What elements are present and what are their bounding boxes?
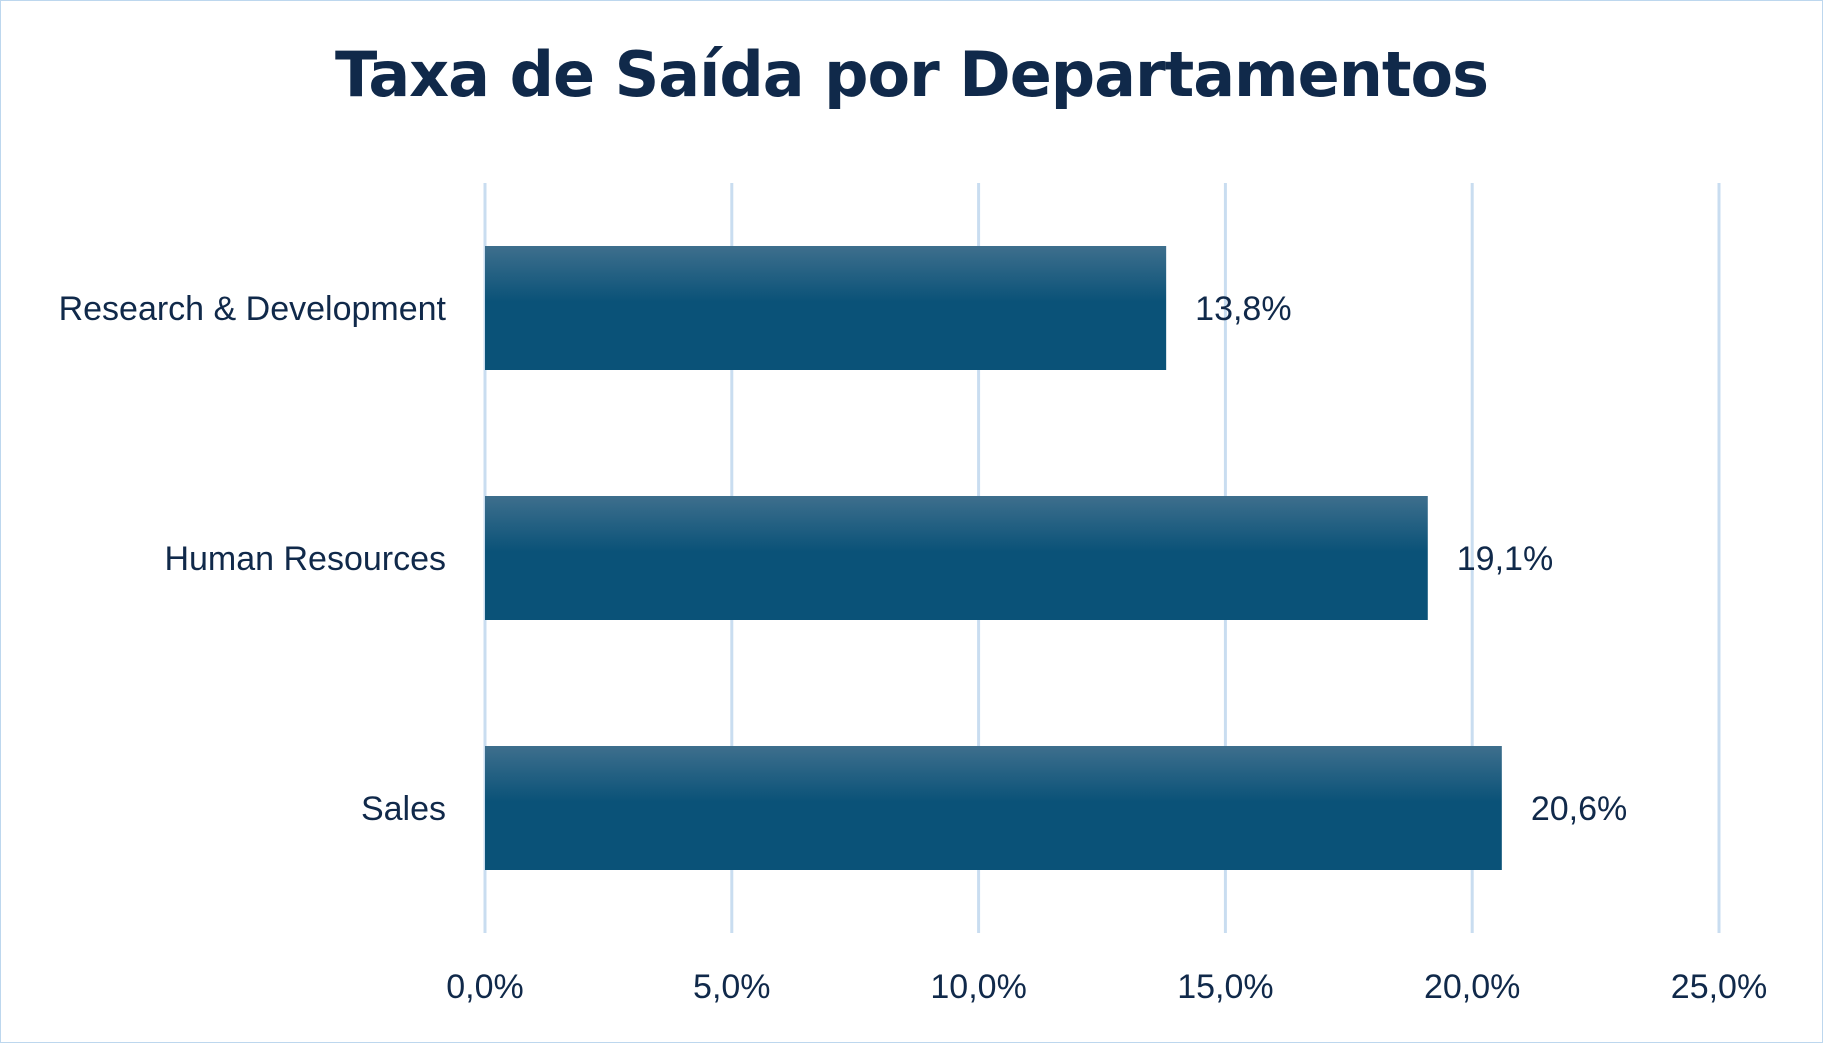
x-tick-label: 5,0% <box>693 968 771 1006</box>
x-tick-label: 10,0% <box>930 968 1026 1006</box>
bar <box>485 246 1167 370</box>
data-label: 20,6% <box>1531 790 1627 828</box>
bars <box>485 246 1502 870</box>
x-tick-label: 20,0% <box>1424 968 1520 1006</box>
bar <box>485 746 1502 870</box>
chart-title: Taxa de Saída por Departamentos <box>335 38 1489 111</box>
data-label: 19,1% <box>1457 540 1553 578</box>
category-label: Human Resources <box>164 540 446 578</box>
category-label: Sales <box>361 790 446 828</box>
bar <box>485 496 1428 620</box>
category-label: Research & Development <box>59 290 447 328</box>
x-tick-label: 15,0% <box>1177 968 1273 1006</box>
labels: 0,0% 5,0% 10,0% 15,0% 20,0% 25,0% Research & D… <box>59 290 1768 1006</box>
data-label: 13,8% <box>1195 290 1291 328</box>
x-tick-label: 25,0% <box>1671 968 1767 1006</box>
x-tick-label: 0,0% <box>446 968 524 1006</box>
